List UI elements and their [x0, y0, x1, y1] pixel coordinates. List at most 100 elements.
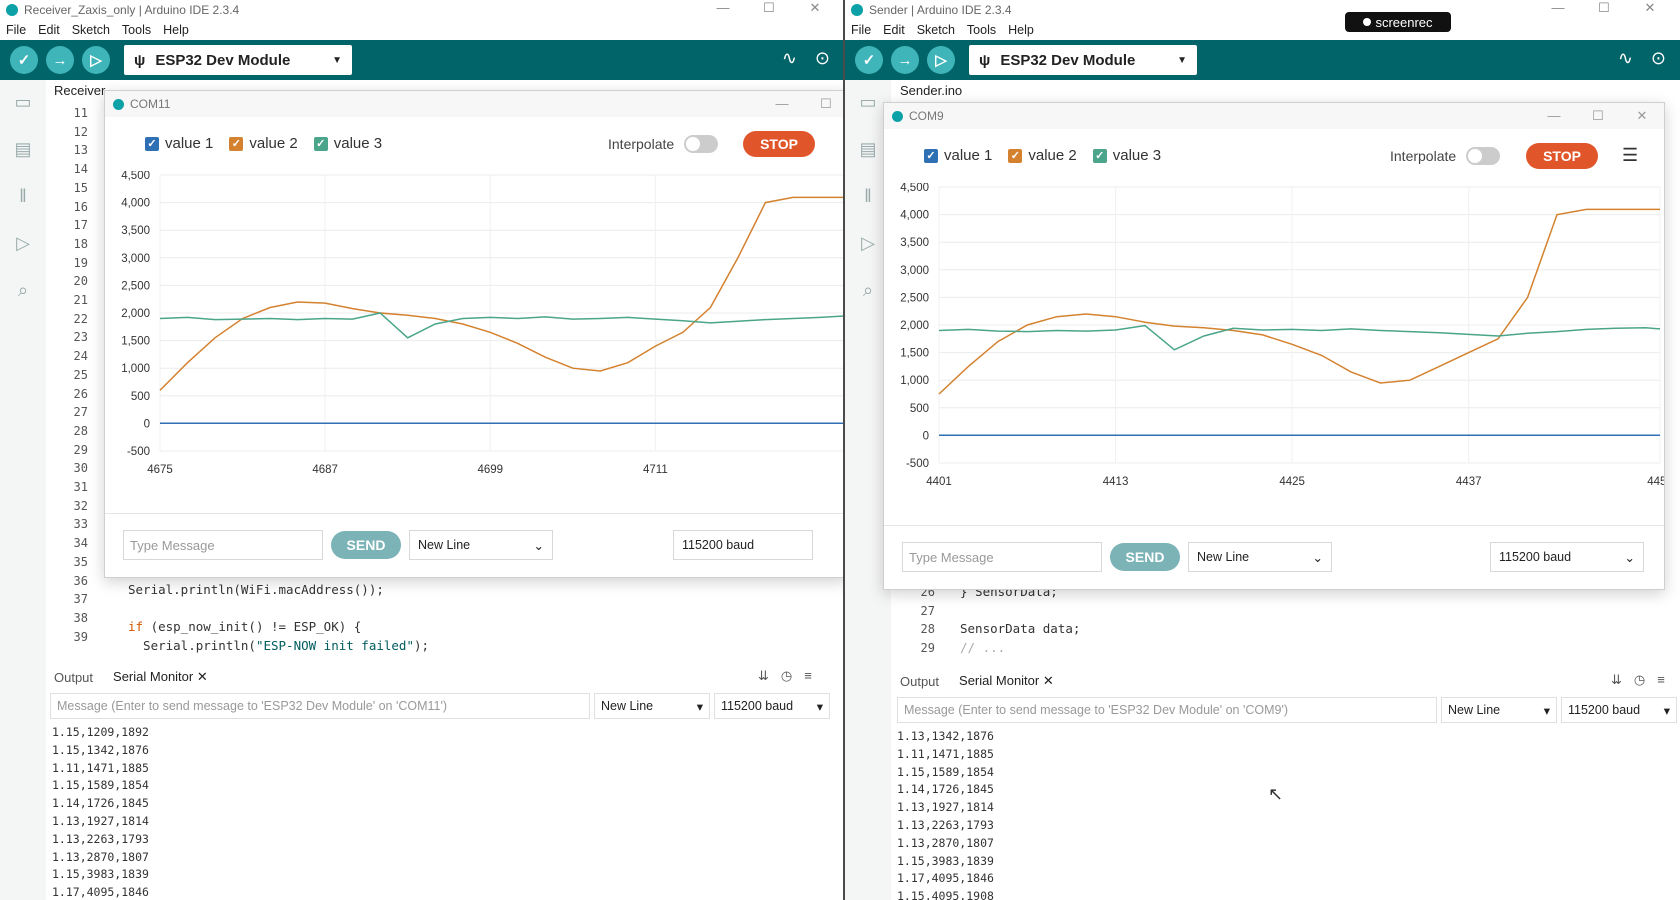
- search-icon[interactable]: ⌕: [17, 280, 29, 300]
- verify-icon[interactable]: ✓: [10, 46, 38, 74]
- serial-monitor-icon[interactable]: ⊙: [1650, 48, 1666, 68]
- verify-icon[interactable]: ✓: [855, 46, 883, 74]
- file-tab[interactable]: Receiver: [54, 83, 106, 98]
- menu-help[interactable]: Help: [1008, 23, 1034, 37]
- code-line-36[interactable]: Serial.println(WiFi.macAddress());: [128, 582, 384, 597]
- plotter-baud-select[interactable]: 115200 baud: [673, 530, 813, 560]
- debug-icon[interactable]: ▷: [82, 46, 110, 74]
- line-number: 22: [73, 311, 88, 326]
- plotter-line-ending-select[interactable]: New Line ⌄: [409, 530, 553, 560]
- code-text: Serial.println(: [128, 638, 256, 653]
- send-button[interactable]: SEND: [1110, 543, 1180, 571]
- stop-button[interactable]: STOP: [743, 131, 815, 157]
- legend-value-2[interactable]: ✓ value 2: [229, 135, 298, 152]
- menu-file[interactable]: File: [6, 23, 27, 37]
- minimize-icon[interactable]: —: [1551, 0, 1565, 15]
- plotter-baud-select[interactable]: 115200 baud ⌄: [1490, 542, 1644, 572]
- menu-edit[interactable]: Edit: [38, 23, 60, 37]
- tab-serial-monitor[interactable]: Serial Monitor ✕: [113, 669, 208, 685]
- autoscroll-icon[interactable]: ⇊: [758, 668, 769, 683]
- code-line-38[interactable]: if (esp_now_init() != ESP_OK) {: [128, 618, 361, 637]
- interpolate-toggle[interactable]: [1466, 147, 1501, 165]
- left-ide-window: Receiver_Zaxis_only | Arduino IDE 2.3.4 …: [0, 0, 844, 900]
- tab-output[interactable]: Output: [54, 669, 94, 685]
- serial-plotter-icon[interactable]: ∿: [781, 48, 797, 68]
- library-icon[interactable]: ‖: [19, 186, 27, 206]
- legend-value-1[interactable]: ✓ value 1: [145, 135, 213, 152]
- x-tick-label: 4450: [1647, 476, 1665, 488]
- close-icon[interactable]: ✕: [1644, 0, 1656, 15]
- baud-value: 115200 baud: [1499, 550, 1572, 564]
- timestamp-icon[interactable]: ◷: [780, 668, 793, 683]
- code-line-39[interactable]: Serial.println("ESP-NOW init failed");: [128, 637, 429, 656]
- tab-output[interactable]: Output: [900, 673, 940, 689]
- board-selector[interactable]: ψ ESP32 Dev Module ▼: [124, 45, 352, 75]
- file-tab[interactable]: Sender.ino: [900, 83, 963, 98]
- close-tab-icon[interactable]: ✕: [1042, 673, 1054, 688]
- serial-plotter-icon[interactable]: ∿: [1617, 48, 1633, 68]
- code-line-28[interactable]: SensorData data;: [960, 621, 1081, 636]
- clear-output-icon[interactable]: ≡: [804, 668, 812, 683]
- minimize-icon[interactable]: —: [775, 96, 789, 111]
- menu-edit[interactable]: Edit: [883, 23, 905, 37]
- library-icon[interactable]: ‖: [864, 186, 872, 206]
- folder-icon[interactable]: ▭: [14, 92, 32, 112]
- serial-message-input[interactable]: Message (Enter to send message to 'ESP32…: [50, 693, 590, 719]
- close-icon[interactable]: ✕: [809, 0, 821, 15]
- serial-message-input[interactable]: Message (Enter to send message to 'ESP32…: [897, 697, 1437, 723]
- line-number: 25: [73, 367, 88, 382]
- search-icon[interactable]: ⌕: [862, 280, 874, 300]
- stop-button[interactable]: STOP: [1526, 143, 1598, 169]
- code-line-29[interactable]: // ...: [960, 640, 1006, 655]
- minimize-icon[interactable]: —: [1547, 108, 1561, 123]
- close-icon[interactable]: ✕: [1636, 108, 1648, 123]
- board-selector[interactable]: ψ ESP32 Dev Module ▼: [969, 45, 1197, 75]
- menu-help[interactable]: Help: [163, 23, 189, 37]
- upload-icon[interactable]: →: [46, 46, 74, 74]
- folder-icon[interactable]: ▭: [859, 92, 877, 112]
- interpolate-toggle[interactable]: [684, 135, 719, 153]
- menu-sketch[interactable]: Sketch: [916, 23, 955, 37]
- menu-file[interactable]: File: [851, 23, 872, 37]
- baud-select[interactable]: 115200 baud ▾: [714, 693, 830, 719]
- menu-tools[interactable]: Tools: [121, 23, 152, 37]
- legend-value-1[interactable]: ✓ value 1: [924, 147, 992, 164]
- upload-icon[interactable]: →: [891, 46, 919, 74]
- debug-panel-icon[interactable]: ▷: [16, 233, 30, 253]
- type-message-input[interactable]: Type Message: [902, 542, 1102, 572]
- send-button[interactable]: SEND: [331, 531, 401, 559]
- maximize-icon[interactable]: ☐: [1592, 108, 1604, 123]
- menu-sketch[interactable]: Sketch: [71, 23, 110, 37]
- tab-serial-monitor-label: Serial Monitor: [959, 673, 1040, 688]
- legend-label: value 3: [333, 135, 383, 152]
- serial-monitor-icon[interactable]: ⊙: [814, 48, 830, 68]
- board-manager-icon[interactable]: ▤: [859, 139, 877, 159]
- legend-value-2[interactable]: ✓ value 2: [1008, 147, 1077, 164]
- plotter-line-ending-select[interactable]: New Line ⌄: [1188, 542, 1332, 572]
- legend-value-3[interactable]: ✓ value 3: [1092, 147, 1161, 164]
- maximize-icon[interactable]: ☐: [820, 96, 832, 111]
- debug-icon[interactable]: ▷: [927, 46, 955, 74]
- tab-serial-monitor[interactable]: Serial Monitor ✕: [959, 673, 1054, 689]
- clear-output-icon[interactable]: ≡: [1657, 672, 1665, 687]
- close-tab-icon[interactable]: ✕: [196, 669, 208, 684]
- serial-message-row: Message (Enter to send message to 'ESP32…: [897, 697, 1677, 723]
- maximize-icon[interactable]: ☐: [1598, 0, 1610, 15]
- line-ending-select[interactable]: New Line ▾: [594, 693, 710, 719]
- checkbox-icon: ✓: [1092, 148, 1107, 163]
- menu-tools[interactable]: Tools: [966, 23, 997, 37]
- baud-select[interactable]: 115200 baud ▾: [1561, 697, 1677, 723]
- maximize-icon[interactable]: ☐: [763, 0, 775, 15]
- timestamp-icon[interactable]: ◷: [1633, 672, 1646, 687]
- serial-line: 1.13,1927,1814: [897, 800, 994, 815]
- line-ending-select[interactable]: New Line ▾: [1441, 697, 1557, 723]
- screenrec-badge: screenrec: [1345, 12, 1451, 32]
- type-message-input[interactable]: Type Message: [123, 530, 323, 560]
- board-manager-icon[interactable]: ▤: [14, 139, 32, 159]
- menu-icon[interactable]: ☰: [1622, 145, 1639, 165]
- legend-value-3[interactable]: ✓ value 3: [313, 135, 383, 152]
- debug-panel-icon[interactable]: ▷: [861, 233, 875, 253]
- chevron-down-icon: ⌄: [1312, 550, 1323, 565]
- autoscroll-icon[interactable]: ⇊: [1611, 672, 1622, 687]
- minimize-icon[interactable]: —: [716, 0, 730, 15]
